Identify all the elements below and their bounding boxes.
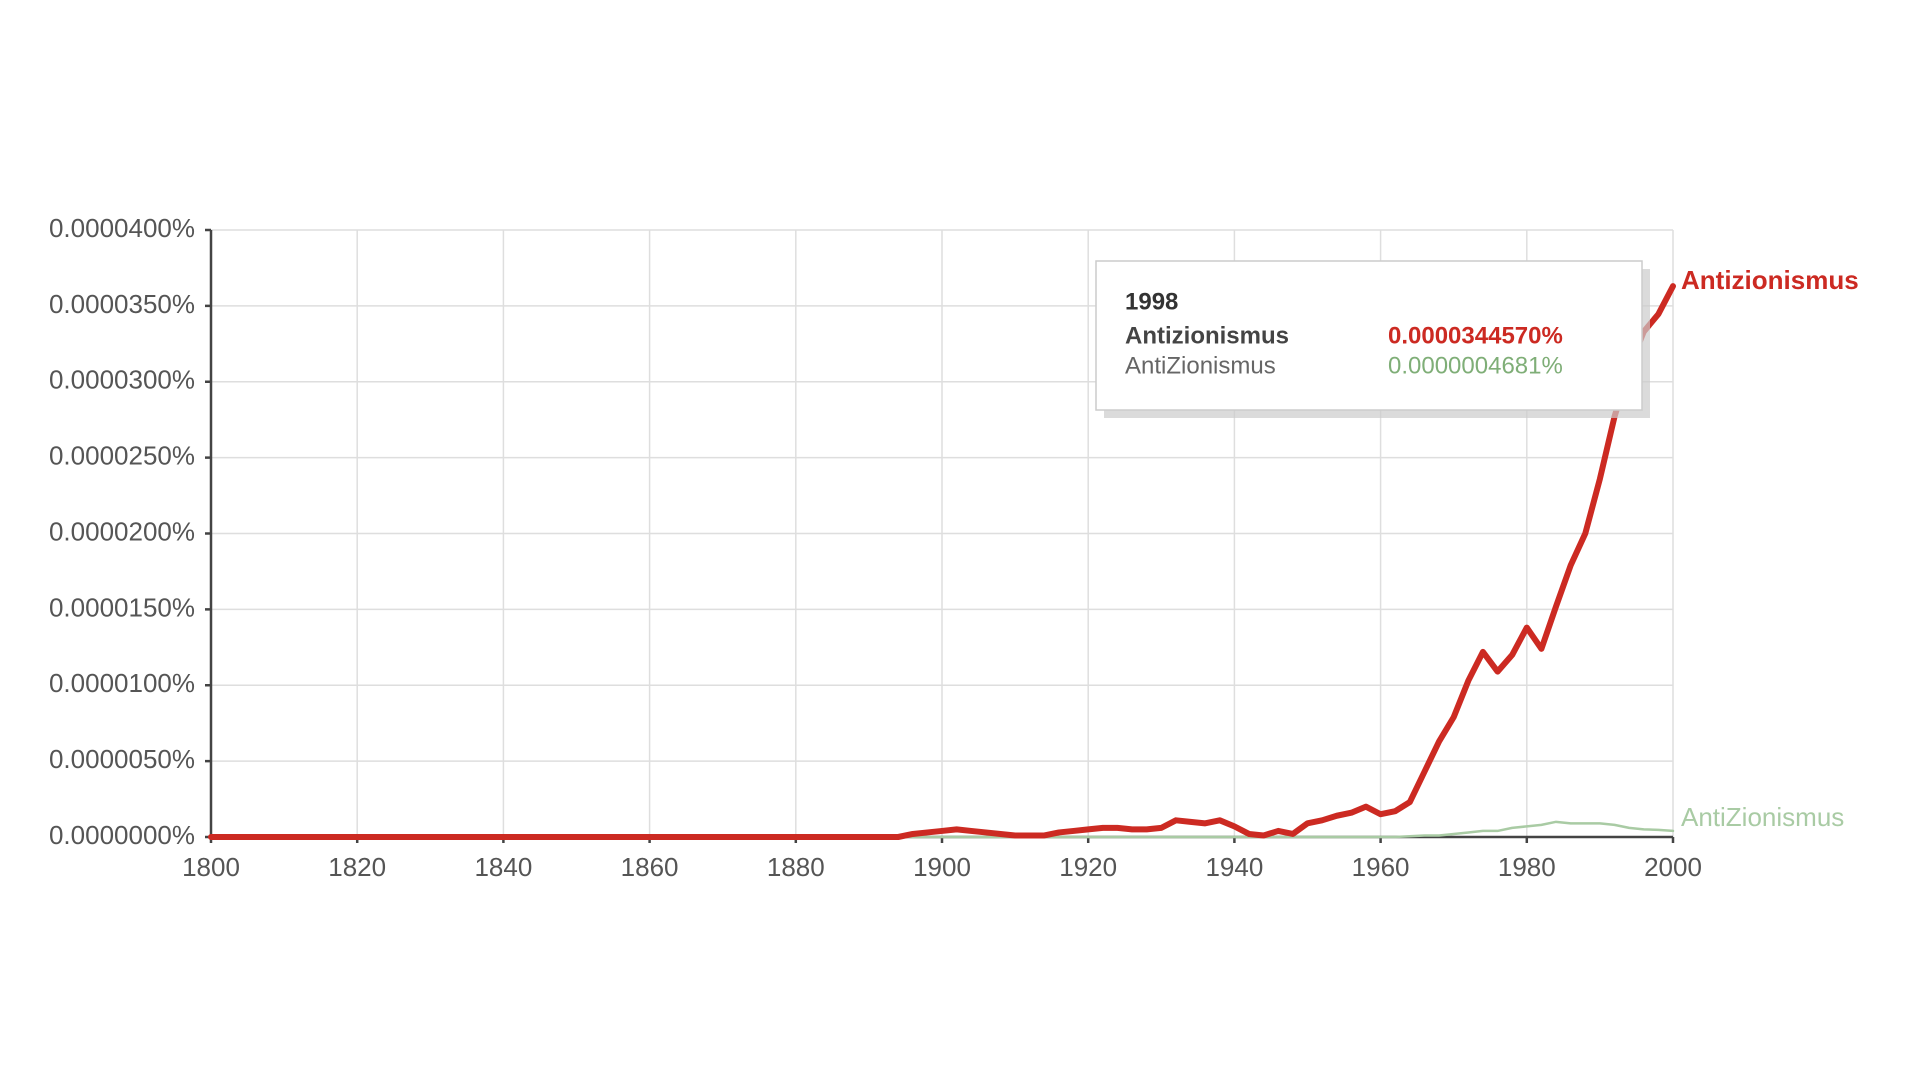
y-tick-label: 0.0000150% <box>49 592 195 622</box>
x-tick-label: 1900 <box>913 852 971 882</box>
lines <box>208 283 1676 840</box>
tooltip-name: Antizionismus <box>1125 322 1289 349</box>
tooltip-title: 1998 <box>1125 288 1178 315</box>
series-label: Antizionismus <box>1681 265 1859 295</box>
x-tick-label: 1880 <box>767 852 825 882</box>
x-tick-label: 1800 <box>182 852 240 882</box>
y-tick-label: 0.0000200% <box>49 516 195 546</box>
x-tick-label: 1820 <box>328 852 386 882</box>
tooltip-value: 0.0000004681% <box>1388 352 1563 379</box>
series-label: AntiZionismus <box>1681 802 1844 832</box>
series-line <box>208 283 1676 840</box>
y-tick-label: 0.0000300% <box>49 365 195 395</box>
x-tick-label: 1980 <box>1498 852 1556 882</box>
y-tick-label: 0.0000350% <box>49 289 195 319</box>
y-tick-label: 0.0000250% <box>49 441 195 471</box>
tooltip-name: AntiZionismus <box>1125 352 1276 379</box>
x-tick-label: 1960 <box>1352 852 1410 882</box>
tooltip-box <box>1095 260 1643 411</box>
x-tick-label: 1940 <box>1205 852 1263 882</box>
labels: 0.0000000% 0.0000050% 0.0000100% 0.0000150%… <box>49 213 1859 882</box>
x-tick-label: 1860 <box>621 852 679 882</box>
x-tick-label: 2000 <box>1644 852 1702 882</box>
tooltip: 1998 Antizionismus AntiZionismus 0.00003… <box>1095 260 1650 418</box>
y-tick-label: 0.0000050% <box>49 744 195 774</box>
tooltip-value: 0.0000344570% <box>1388 322 1563 349</box>
x-tick-label: 1840 <box>474 852 532 882</box>
x-tick-label: 1920 <box>1059 852 1117 882</box>
y-tick-label: 0.0000000% <box>49 820 195 850</box>
y-tick-label: 0.0000100% <box>49 668 195 698</box>
y-tick-label: 0.0000400% <box>49 213 195 243</box>
